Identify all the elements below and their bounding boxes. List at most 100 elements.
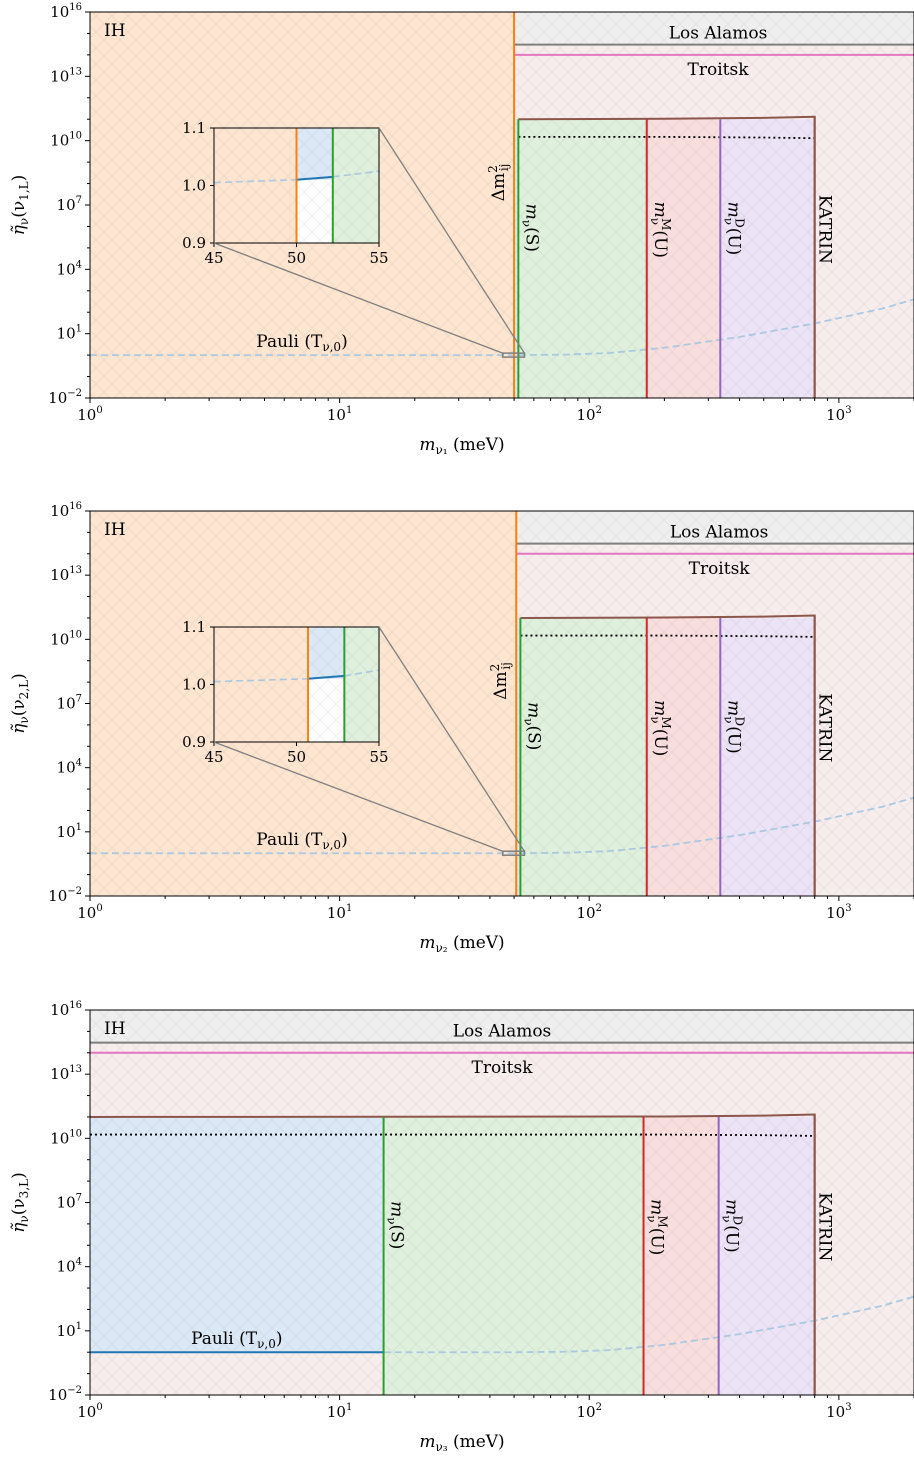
y-tick-label: 10−2 [48,886,82,905]
troitsk-label: Troitsk [688,60,750,80]
y-tick-label: 1016 [50,2,82,21]
panel-label: IH [104,1019,126,1039]
x-tick-label: 101 [327,903,352,922]
zoom-connector [213,242,503,354]
y-tick-label: 1016 [50,1000,82,1019]
y-tick-label: 101 [57,324,82,343]
inset: 1.1 1.0 0.945 50 55 [182,618,388,766]
inset-y-tick-label: 1.1 [182,618,206,636]
y-tick-label: 1013 [50,1064,82,1083]
zoom-box [501,850,526,856]
y-axis-label: η̃ν(ν1,L) [9,175,31,236]
troitsk-label: Troitsk [472,1058,534,1078]
subplot-3: 100 101 102 103 1016 1013 1010 107 104 101 10−2 mν₃… [9,1000,914,1454]
inset-pauli-solid [307,674,345,680]
ms-label: mν(S) [385,1201,407,1249]
inset-y-tick-label: 1.0 [182,676,206,694]
hatch-overlay [90,1010,914,1395]
inset-pauli-solid [296,175,333,181]
inset-pauli-dashed [332,170,380,178]
y-tick-label: 1016 [50,501,82,520]
y-tick-label: 10−2 [48,1385,82,1404]
x-tick-label: 102 [577,1402,602,1421]
inset-y-tick-label: 1.0 [182,177,206,195]
x-tick-label: 100 [77,405,102,424]
y-tick-label: 1010 [50,131,82,150]
inset-x-tick-label: 45 [204,249,223,267]
pauli-label: Pauli (Tν,0) [256,332,347,354]
pauli-curve [90,796,914,855]
inset-hatch [214,627,379,742]
mm-label: mνM(U) [648,700,673,756]
y-tick-label: 107 [57,694,82,713]
inset-x-tick-label: 50 [287,748,306,766]
ms-label: mν(S) [519,204,541,252]
x-tick-label: 100 [77,1402,102,1421]
zoom-box [501,352,526,358]
dotted-limit-line [518,135,815,140]
inset-pauli-dashed [213,677,309,683]
inset-pauli-dashed [344,669,380,677]
inset: 1.1 1.0 0.945 50 55 [182,119,388,267]
pauli-label: Pauli (Tν,0) [256,830,347,852]
y-tick-label: 104 [57,1257,82,1276]
troitsk-label: Troitsk [689,559,751,579]
los-alamos-label: Los Alamos [670,523,769,543]
pauli-curve [383,1295,914,1354]
zoom-connector [213,741,503,852]
mm-label: mνM(U) [648,202,673,258]
inset-x-tick-label: 55 [369,249,388,267]
x-tick-label: 101 [327,1402,352,1421]
pauli-curve [90,298,914,357]
inset-y-tick-label: 0.9 [182,733,206,751]
y-tick-label: 107 [57,1193,82,1212]
ms-label: mν(S) [521,702,543,750]
inset-y-tick-label: 1.1 [182,119,206,137]
md-label: mνD(U) [721,202,746,256]
x-tick-label: 100 [77,903,102,922]
inset-x-tick-label: 45 [204,748,223,766]
inset-y-tick-label: 0.9 [182,234,206,252]
pauli-label: Pauli (Tν,0) [191,1329,282,1351]
dm2-label: Δm2ij [488,662,513,700]
katrin-label: KATRIN [815,1192,835,1261]
x-tick-label: 103 [826,405,851,424]
zoom-connector [378,127,525,354]
y-tick-label: 1013 [50,66,82,85]
x-tick-label: 103 [826,903,851,922]
subplot-1: 100 101 102 103 1016 1013 1010 107 104 101 10−2 mν₁… [9,2,914,457]
md-label: mνD(U) [720,1199,745,1253]
x-axis-label: mν₂ (meV) [419,933,504,955]
dm2-label: Δm2ij [486,164,511,202]
mm-label: mνM(U) [645,1199,670,1255]
md-label: mνD(U) [721,700,746,754]
katrin-label: KATRIN [815,195,835,264]
zoom-connector [378,626,525,852]
y-tick-label: 104 [57,259,82,278]
y-tick-label: 104 [57,758,82,777]
y-tick-label: 101 [57,822,82,841]
katrin-label: KATRIN [815,693,835,762]
los-alamos-label: Los Alamos [669,24,768,44]
panel-label: IH [104,21,126,41]
y-tick-label: 1013 [50,565,82,584]
x-axis-label: mν₃ (meV) [419,1432,504,1454]
x-tick-label: 102 [577,405,602,424]
y-axis-label: η̃ν(ν2,L) [9,673,31,734]
x-axis-label: mν₁ (meV) [419,435,504,457]
inset-x-tick-label: 50 [287,249,306,267]
inset-x-tick-label: 55 [369,748,388,766]
plot-area [90,511,914,896]
y-tick-label: 1010 [50,629,82,648]
y-axis-label: η̃ν(ν3,L) [9,1172,31,1233]
x-tick-label: 103 [826,1402,851,1421]
y-tick-label: 101 [57,1321,82,1340]
plot-area [90,1010,914,1395]
x-tick-label: 101 [327,405,352,424]
inset-pauli-dashed [213,178,297,184]
y-tick-label: 107 [57,195,82,214]
x-tick-label: 102 [577,903,602,922]
y-tick-label: 1010 [50,1128,82,1147]
panel-label: IH [104,520,126,540]
